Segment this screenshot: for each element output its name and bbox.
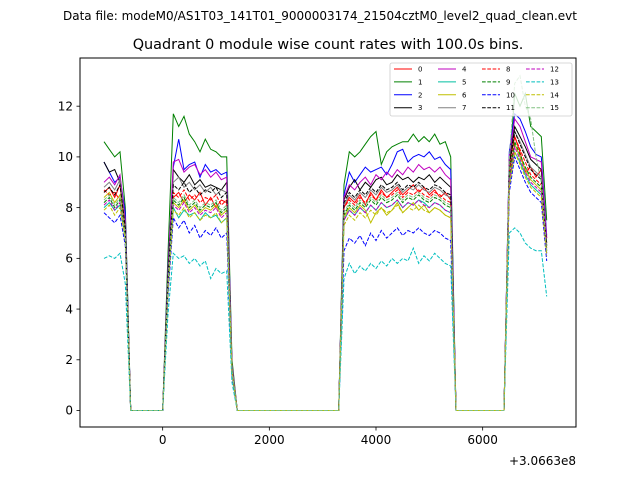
- legend-label-0: 0: [418, 66, 422, 74]
- legend-label-7: 7: [462, 104, 466, 112]
- legend-label-12: 12: [550, 66, 559, 74]
- y-tick-label: 10: [58, 150, 73, 164]
- legend-label-4: 4: [462, 66, 467, 74]
- y-axis: 0 2 4 6 8 10 12: [58, 99, 80, 418]
- legend-label-1: 1: [418, 78, 422, 86]
- y-tick-label: 0: [65, 404, 73, 418]
- legend-label-15: 15: [550, 104, 559, 112]
- legend-frame: [389, 62, 573, 117]
- plot-area: [79, 57, 577, 428]
- x-tick-label: 4000: [361, 433, 392, 447]
- legend-label-6: 6: [462, 91, 467, 99]
- legend-label-2: 2: [418, 91, 422, 99]
- legend-label-8: 8: [506, 66, 510, 74]
- x-tick-label: 2000: [254, 433, 285, 447]
- x-tick-label: 0: [159, 433, 167, 447]
- x-axis: 0 2000 4000 6000: [159, 427, 498, 447]
- y-tick-label: 12: [58, 99, 73, 113]
- y-tick-label: 4: [65, 302, 73, 316]
- x-tick-label: 6000: [467, 433, 498, 447]
- axes-frame: [79, 57, 577, 428]
- chart-title: Quadrant 0 module wise count rates with …: [133, 37, 524, 53]
- figure-suptitle: Data file: modeM0/AS1T03_141T01_90000031…: [63, 9, 577, 23]
- legend-label-5: 5: [462, 78, 466, 86]
- series-line-15: [103, 74, 548, 411]
- legend-label-14: 14: [550, 91, 559, 99]
- legend-label-3: 3: [418, 104, 422, 112]
- y-tick-label: 6: [65, 252, 73, 266]
- legend-label-9: 9: [506, 78, 510, 86]
- legend-label-10: 10: [506, 91, 515, 99]
- x-offset-label: +3.0663e8: [509, 454, 576, 468]
- y-tick-label: 2: [65, 353, 73, 367]
- series-layer: [103, 74, 548, 411]
- legend-label-13: 13: [550, 78, 559, 86]
- legend-label-11: 11: [506, 104, 515, 112]
- y-tick-label: 8: [65, 201, 73, 215]
